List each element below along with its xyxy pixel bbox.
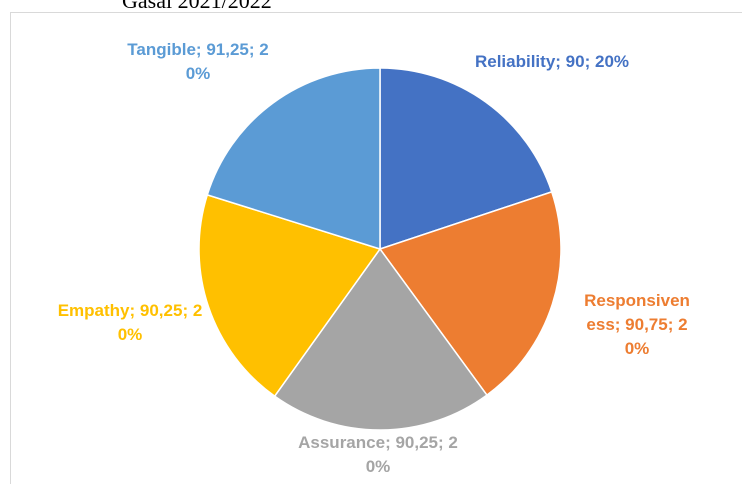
chart-frame bbox=[10, 12, 742, 484]
percent-label: 20% bbox=[624, 315, 688, 358]
pie-slice bbox=[206, 67, 381, 251]
value-label: 90,25 bbox=[140, 301, 193, 320]
data-label: Tangible91,2520% bbox=[118, 38, 278, 86]
value-label: 91,25 bbox=[206, 40, 259, 59]
pie-slice bbox=[198, 193, 382, 398]
percent-label: 20% bbox=[365, 433, 458, 476]
percent-label: 20% bbox=[594, 52, 630, 71]
pie-slice bbox=[379, 67, 553, 251]
value-label: 90,25 bbox=[395, 433, 448, 452]
value-label: 90 bbox=[566, 52, 595, 71]
category-label: Reliability bbox=[475, 52, 566, 71]
category-label: Tangible bbox=[127, 40, 206, 59]
percent-label: 20% bbox=[117, 301, 203, 344]
chart-title: Gasal 2021/2022 bbox=[122, 0, 272, 13]
data-label: Assurance90,2520% bbox=[298, 431, 458, 479]
percent-label: 20% bbox=[185, 40, 269, 83]
pie-slice bbox=[273, 247, 488, 431]
value-label: 90,75 bbox=[625, 315, 678, 334]
data-label: Empathy90,2520% bbox=[50, 299, 210, 347]
category-label: Assurance bbox=[298, 433, 395, 452]
data-label: Responsiveness90,7520% bbox=[583, 289, 691, 361]
data-label: Reliability9020% bbox=[472, 50, 632, 74]
category-label: Empathy bbox=[58, 301, 140, 320]
pie-slice bbox=[378, 190, 562, 397]
